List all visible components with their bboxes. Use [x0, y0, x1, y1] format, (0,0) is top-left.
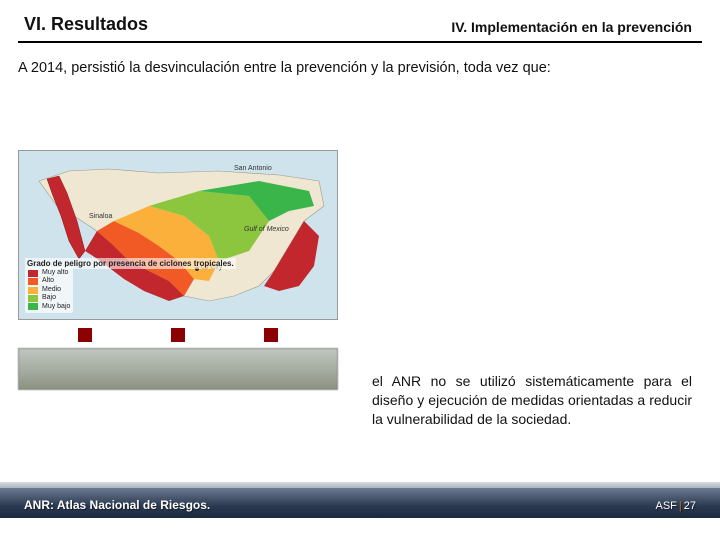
page-separator-icon: | [677, 500, 684, 512]
down-arrow-icon [264, 328, 278, 342]
legend-row: Medio [28, 286, 70, 294]
section-title: VI. Resultados [24, 14, 148, 35]
swatch-icon [28, 295, 38, 302]
page-num: 27 [684, 500, 696, 512]
swatch-icon [28, 287, 38, 294]
header: VI. Resultados IV. Implementación en la … [0, 0, 720, 39]
legend-row: Alto [28, 277, 70, 285]
map-image: Gulf of Mexico co City San Antonio Sinal… [18, 150, 338, 320]
map-legend: Muy alto Alto Medio Bajo Muy bajo [25, 267, 73, 313]
slide: VI. Resultados IV. Implementación en la … [0, 0, 720, 540]
down-arrow-icon [78, 328, 92, 342]
legend-row: Bajo [28, 294, 70, 302]
subsection-title: IV. Implementación en la prevención [451, 19, 692, 35]
map-label-san-antonio: San Antonio [234, 165, 272, 172]
legend-label: Muy bajo [42, 303, 70, 311]
figure-block: Gulf of Mexico co City San Antonio Sinal… [18, 150, 338, 390]
swatch-icon [28, 303, 38, 310]
legend-row: Muy bajo [28, 303, 70, 311]
legend-row: Muy alto [28, 269, 70, 277]
legend-label: Bajo [42, 294, 56, 302]
page-number: ASF|27 [655, 500, 696, 512]
aerial-photo [18, 348, 338, 390]
swatch-icon [28, 278, 38, 285]
swatch-icon [28, 270, 38, 277]
map-label-gulf: Gulf of Mexico [244, 226, 289, 233]
intro-paragraph: A 2014, persistió la desvinculación entr… [0, 43, 720, 79]
page-prefix: ASF [655, 500, 676, 512]
body-paragraph: el ANR no se utilizó sistemáticamen­te p… [372, 372, 692, 429]
map-label-sinaloa: Sinaloa [89, 213, 112, 220]
footnote: ANR: Atlas Nacional de Riesgos. [24, 498, 210, 512]
down-arrow-icon [171, 328, 185, 342]
arrows-row [18, 320, 338, 348]
legend-label: Muy alto [42, 269, 68, 277]
legend-label: Medio [42, 286, 61, 294]
legend-label: Alto [42, 277, 54, 285]
